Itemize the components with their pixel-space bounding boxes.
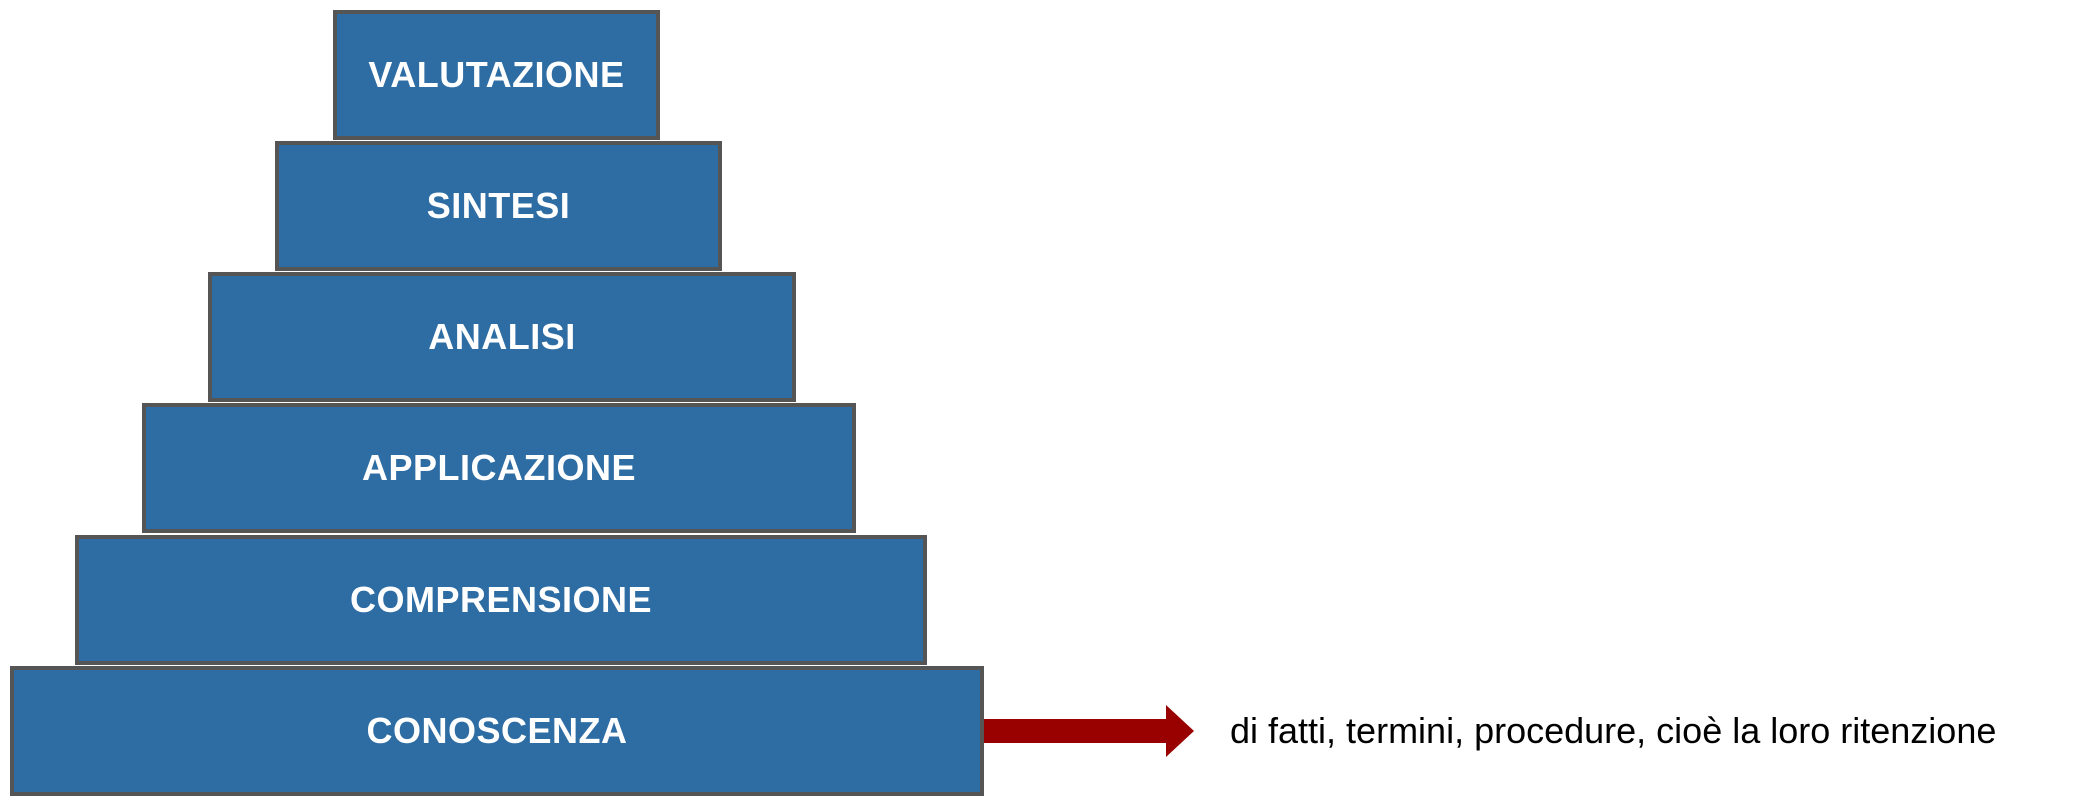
pyramid-level-label: COMPRENSIONE [349,579,653,620]
pyramid-level-comprensione: COMPRENSIONE [75,535,927,665]
pyramid-level-applicazione: APPLICAZIONE [142,403,856,533]
pyramid-level-valutazione: VALUTAZIONE [333,10,660,140]
pyramid-level-analisi: ANALISI [208,272,796,402]
pyramid-level-label: ANALISI [428,316,576,357]
pyramid-level-label: SINTESI [426,185,571,226]
pyramid-level-label: VALUTAZIONE [368,54,625,95]
pyramid-level-label: APPLICAZIONE [361,447,636,488]
pyramid-level-conoscenza: CONOSCENZA [10,666,984,796]
annotation-text: di fatti, termini, procedure, cioè la lo… [1230,710,1997,751]
pyramid-level-sintesi: SINTESI [275,141,722,271]
arrow-right-icon [984,705,1194,757]
pyramid-level-label: CONOSCENZA [366,710,628,751]
